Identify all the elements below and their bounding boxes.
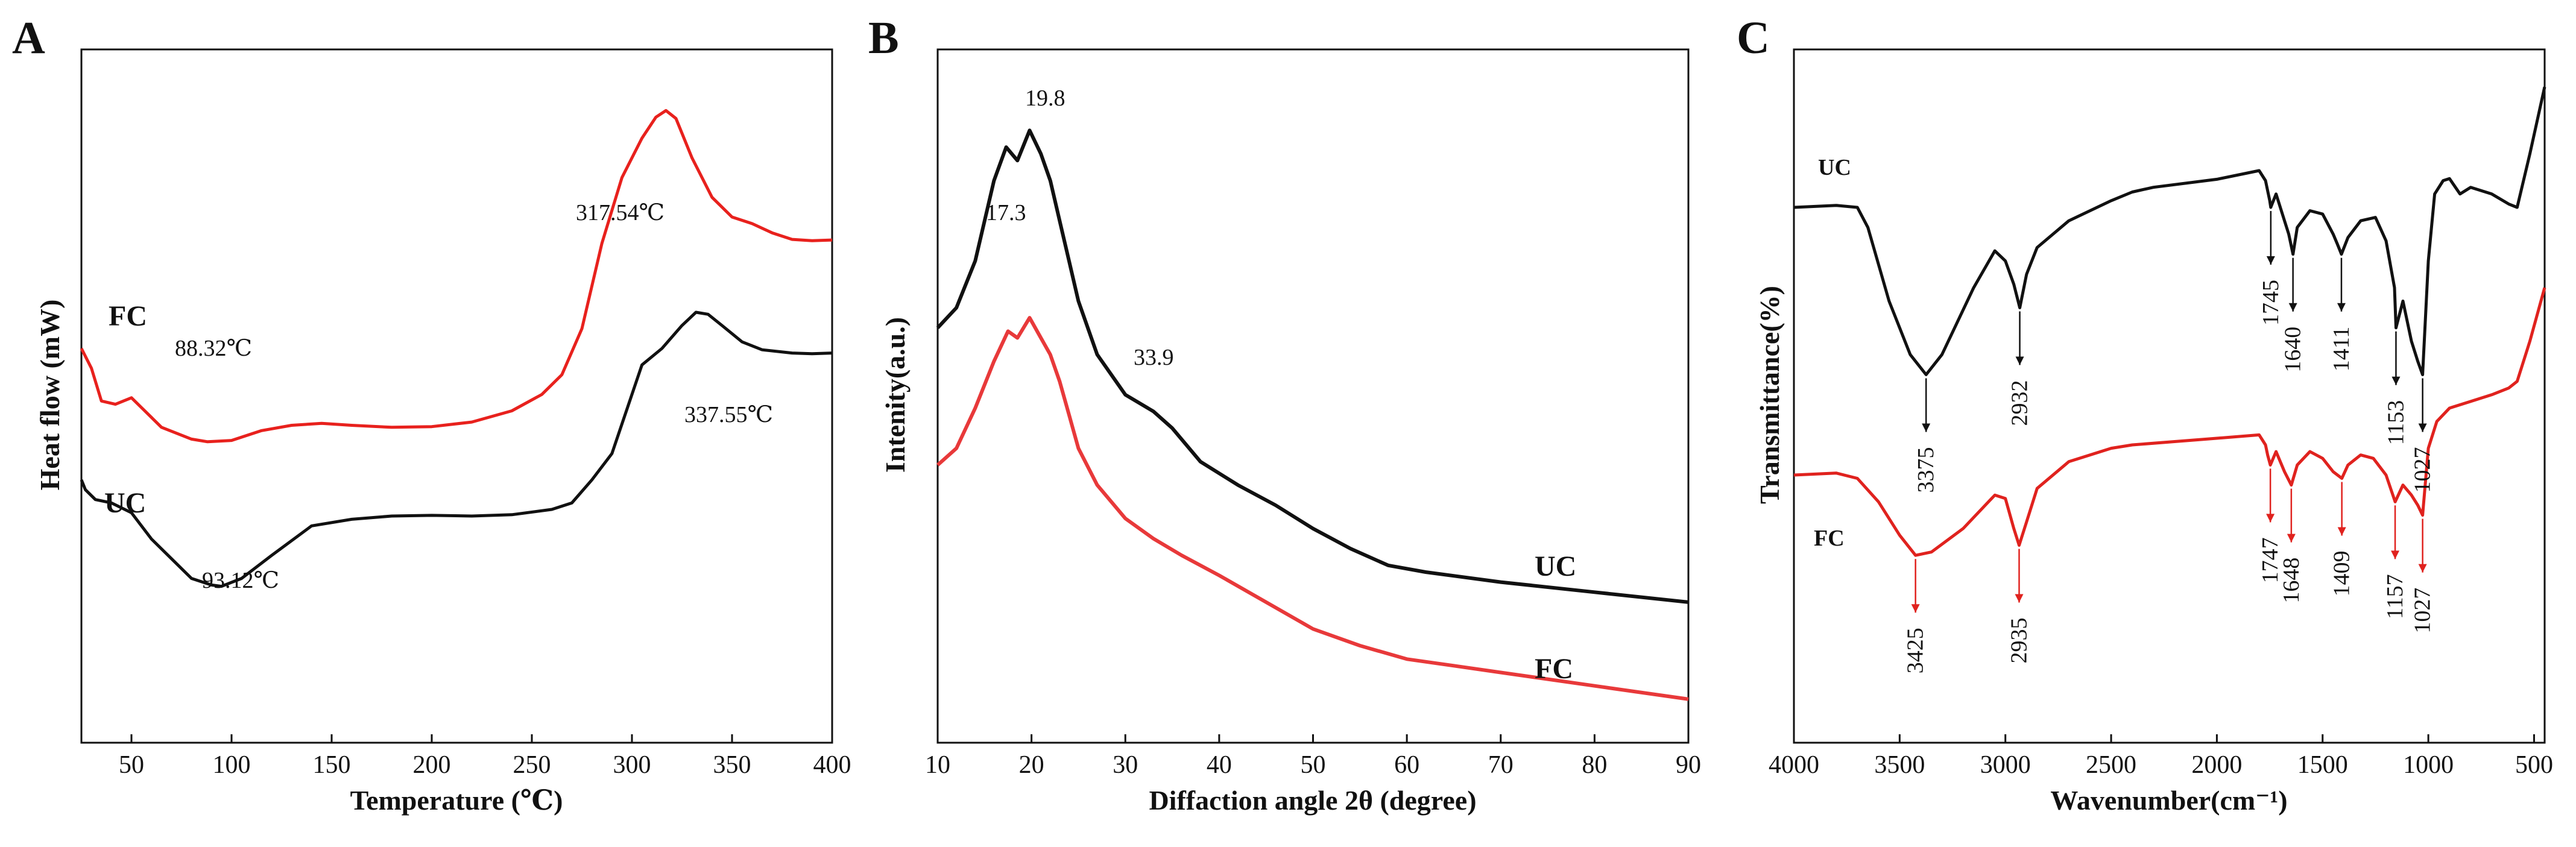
x-tick-label: 1500 xyxy=(2297,751,2348,779)
x-tick-label: 3500 xyxy=(1874,751,1925,779)
panel-a-lines xyxy=(80,109,833,588)
peak-arrow-head xyxy=(2418,564,2427,573)
x-tick-label: 20 xyxy=(1019,751,1044,779)
peak-arrow-head xyxy=(2266,514,2275,523)
x-tick-label: 70 xyxy=(1488,751,1514,779)
series-line-uc xyxy=(80,310,833,588)
panel-c-fc-label: FC xyxy=(1814,526,1845,551)
peak-label: 1027 xyxy=(2410,588,2436,634)
panel-b-y-title: Intenity(a.u.) xyxy=(880,317,911,473)
x-tick-label: 250 xyxy=(513,751,551,779)
x-tick-label: 90 xyxy=(1676,751,1701,779)
x-tick-label: 40 xyxy=(1207,751,1232,779)
peak-label: 1747 xyxy=(2258,537,2283,583)
panel-letter-b: B xyxy=(868,13,899,63)
panel-b-peak-17-3: 17.3 xyxy=(986,200,1026,225)
x-tick-label: 500 xyxy=(2515,751,2553,779)
panel-a-uc-exo-label: 337.55℃ xyxy=(684,402,773,427)
panel-b-frame xyxy=(936,48,1690,744)
x-tick-label: 50 xyxy=(119,751,144,779)
peak-arrow-head xyxy=(2015,594,2024,603)
panel-a-fc-exo-label: 317.54℃ xyxy=(576,200,665,225)
x-tick-label: 2500 xyxy=(2086,751,2136,779)
panel-c-uc-label: UC xyxy=(1818,155,1851,180)
panel-letter-c: C xyxy=(1737,13,1770,63)
peak-arrow-head xyxy=(2337,303,2346,312)
panel-b-fc-label: FC xyxy=(1535,653,1573,685)
panel-b-xrd: 10 20 30 40 50 60 70 80 90 Diffaction angle 2θ (… xyxy=(880,48,1701,816)
series-line-fc xyxy=(1793,287,2546,557)
x-tick-label: 30 xyxy=(1113,751,1138,779)
panel-a-frame xyxy=(80,48,833,744)
panel-c-x-title: Wavenumber(cm⁻¹) xyxy=(2050,785,2287,816)
x-tick-label: 400 xyxy=(813,751,851,779)
panel-c-frame xyxy=(1793,48,2546,744)
series-line-fc xyxy=(80,109,833,444)
panel-c-ftir: 4000 3500 3000 2500 2000 1500 1000 500 3375 2932… xyxy=(1754,48,2553,816)
peak-label: 1411 xyxy=(2329,327,2354,372)
peak-label: 1409 xyxy=(2329,551,2355,597)
x-tick-label: 350 xyxy=(713,751,751,779)
peak-label: 2932 xyxy=(2007,380,2033,426)
x-tick-label: 200 xyxy=(413,751,451,779)
panel-letter-a: A xyxy=(12,13,45,63)
x-tick-label: 4000 xyxy=(1769,751,1819,779)
peak-arrow-head xyxy=(1911,604,1920,613)
x-tick-label: 50 xyxy=(1301,751,1326,779)
panel-c-y-title: Transmittance(%) xyxy=(1754,286,1785,504)
x-tick-label: 100 xyxy=(213,751,251,779)
peak-label: 1157 xyxy=(2382,574,2408,619)
x-tick-label: 60 xyxy=(1394,751,1419,779)
peak-label: 3375 xyxy=(1913,447,1939,493)
panel-a-y-title: Heat flow (mW) xyxy=(34,300,65,491)
series-line-fc xyxy=(936,316,1689,701)
x-tick-label: 150 xyxy=(313,751,351,779)
series-line-uc xyxy=(1793,86,2546,376)
x-tick-label: 10 xyxy=(925,751,950,779)
panel-a-fc-peak-label: 88.32℃ xyxy=(175,336,252,361)
x-tick-label: 2000 xyxy=(2191,751,2242,779)
panel-c-lines xyxy=(1793,86,2546,557)
peak-arrow-head xyxy=(2015,356,2024,365)
x-tick-label: 300 xyxy=(613,751,651,779)
peak-label: 1027 xyxy=(2410,447,2436,493)
peak-label: 1640 xyxy=(2281,327,2306,373)
panel-b-peak-19-8: 19.8 xyxy=(1025,86,1065,111)
peak-label: 1745 xyxy=(2258,280,2284,326)
x-tick-label: 80 xyxy=(1582,751,1607,779)
peak-arrow-head xyxy=(2391,376,2401,385)
panel-b-lines xyxy=(936,128,1689,701)
panel-a-x-title: Temperature (℃) xyxy=(350,785,563,816)
peak-label: 2935 xyxy=(2007,618,2032,664)
panel-b-uc-label: UC xyxy=(1535,550,1576,582)
x-tick-label: 3000 xyxy=(1980,751,2031,779)
peak-label: 1648 xyxy=(2279,558,2304,603)
panel-b-x-title: Diffaction angle 2θ (degree) xyxy=(1149,785,1476,816)
panel-b-x-ticks: 10 20 30 40 50 60 70 80 90 xyxy=(925,734,1701,779)
peak-label: 3425 xyxy=(1903,628,1928,673)
panel-a-uc-peak-label: 93.12℃ xyxy=(202,568,279,593)
peak-arrow-head xyxy=(1922,423,1931,432)
panel-a-fc-label: FC xyxy=(109,300,147,332)
peak-label: 1153 xyxy=(2383,400,2408,446)
series-line-uc xyxy=(936,128,1689,604)
panel-a-uc-label: UC xyxy=(104,487,146,519)
peak-arrow-head xyxy=(2391,550,2400,559)
peak-arrow-head xyxy=(2337,527,2346,536)
panel-a-dsc: 50 100 150 200 250 300 350 400 Temperature (℃) … xyxy=(34,48,851,816)
peak-arrow-head xyxy=(2287,534,2296,543)
panel-a-x-ticks: 50 100 150 200 250 300 350 400 xyxy=(119,734,851,779)
panel-b-peak-33-9: 33.9 xyxy=(1134,345,1174,370)
peak-arrow-head xyxy=(2266,256,2275,265)
x-tick-label: 1000 xyxy=(2403,751,2454,779)
peak-arrow-head xyxy=(2288,303,2297,312)
panel-c-x-ticks: 4000 3500 3000 2500 2000 1500 1000 500 xyxy=(1769,734,2553,779)
peak-arrow-head xyxy=(2418,423,2427,432)
